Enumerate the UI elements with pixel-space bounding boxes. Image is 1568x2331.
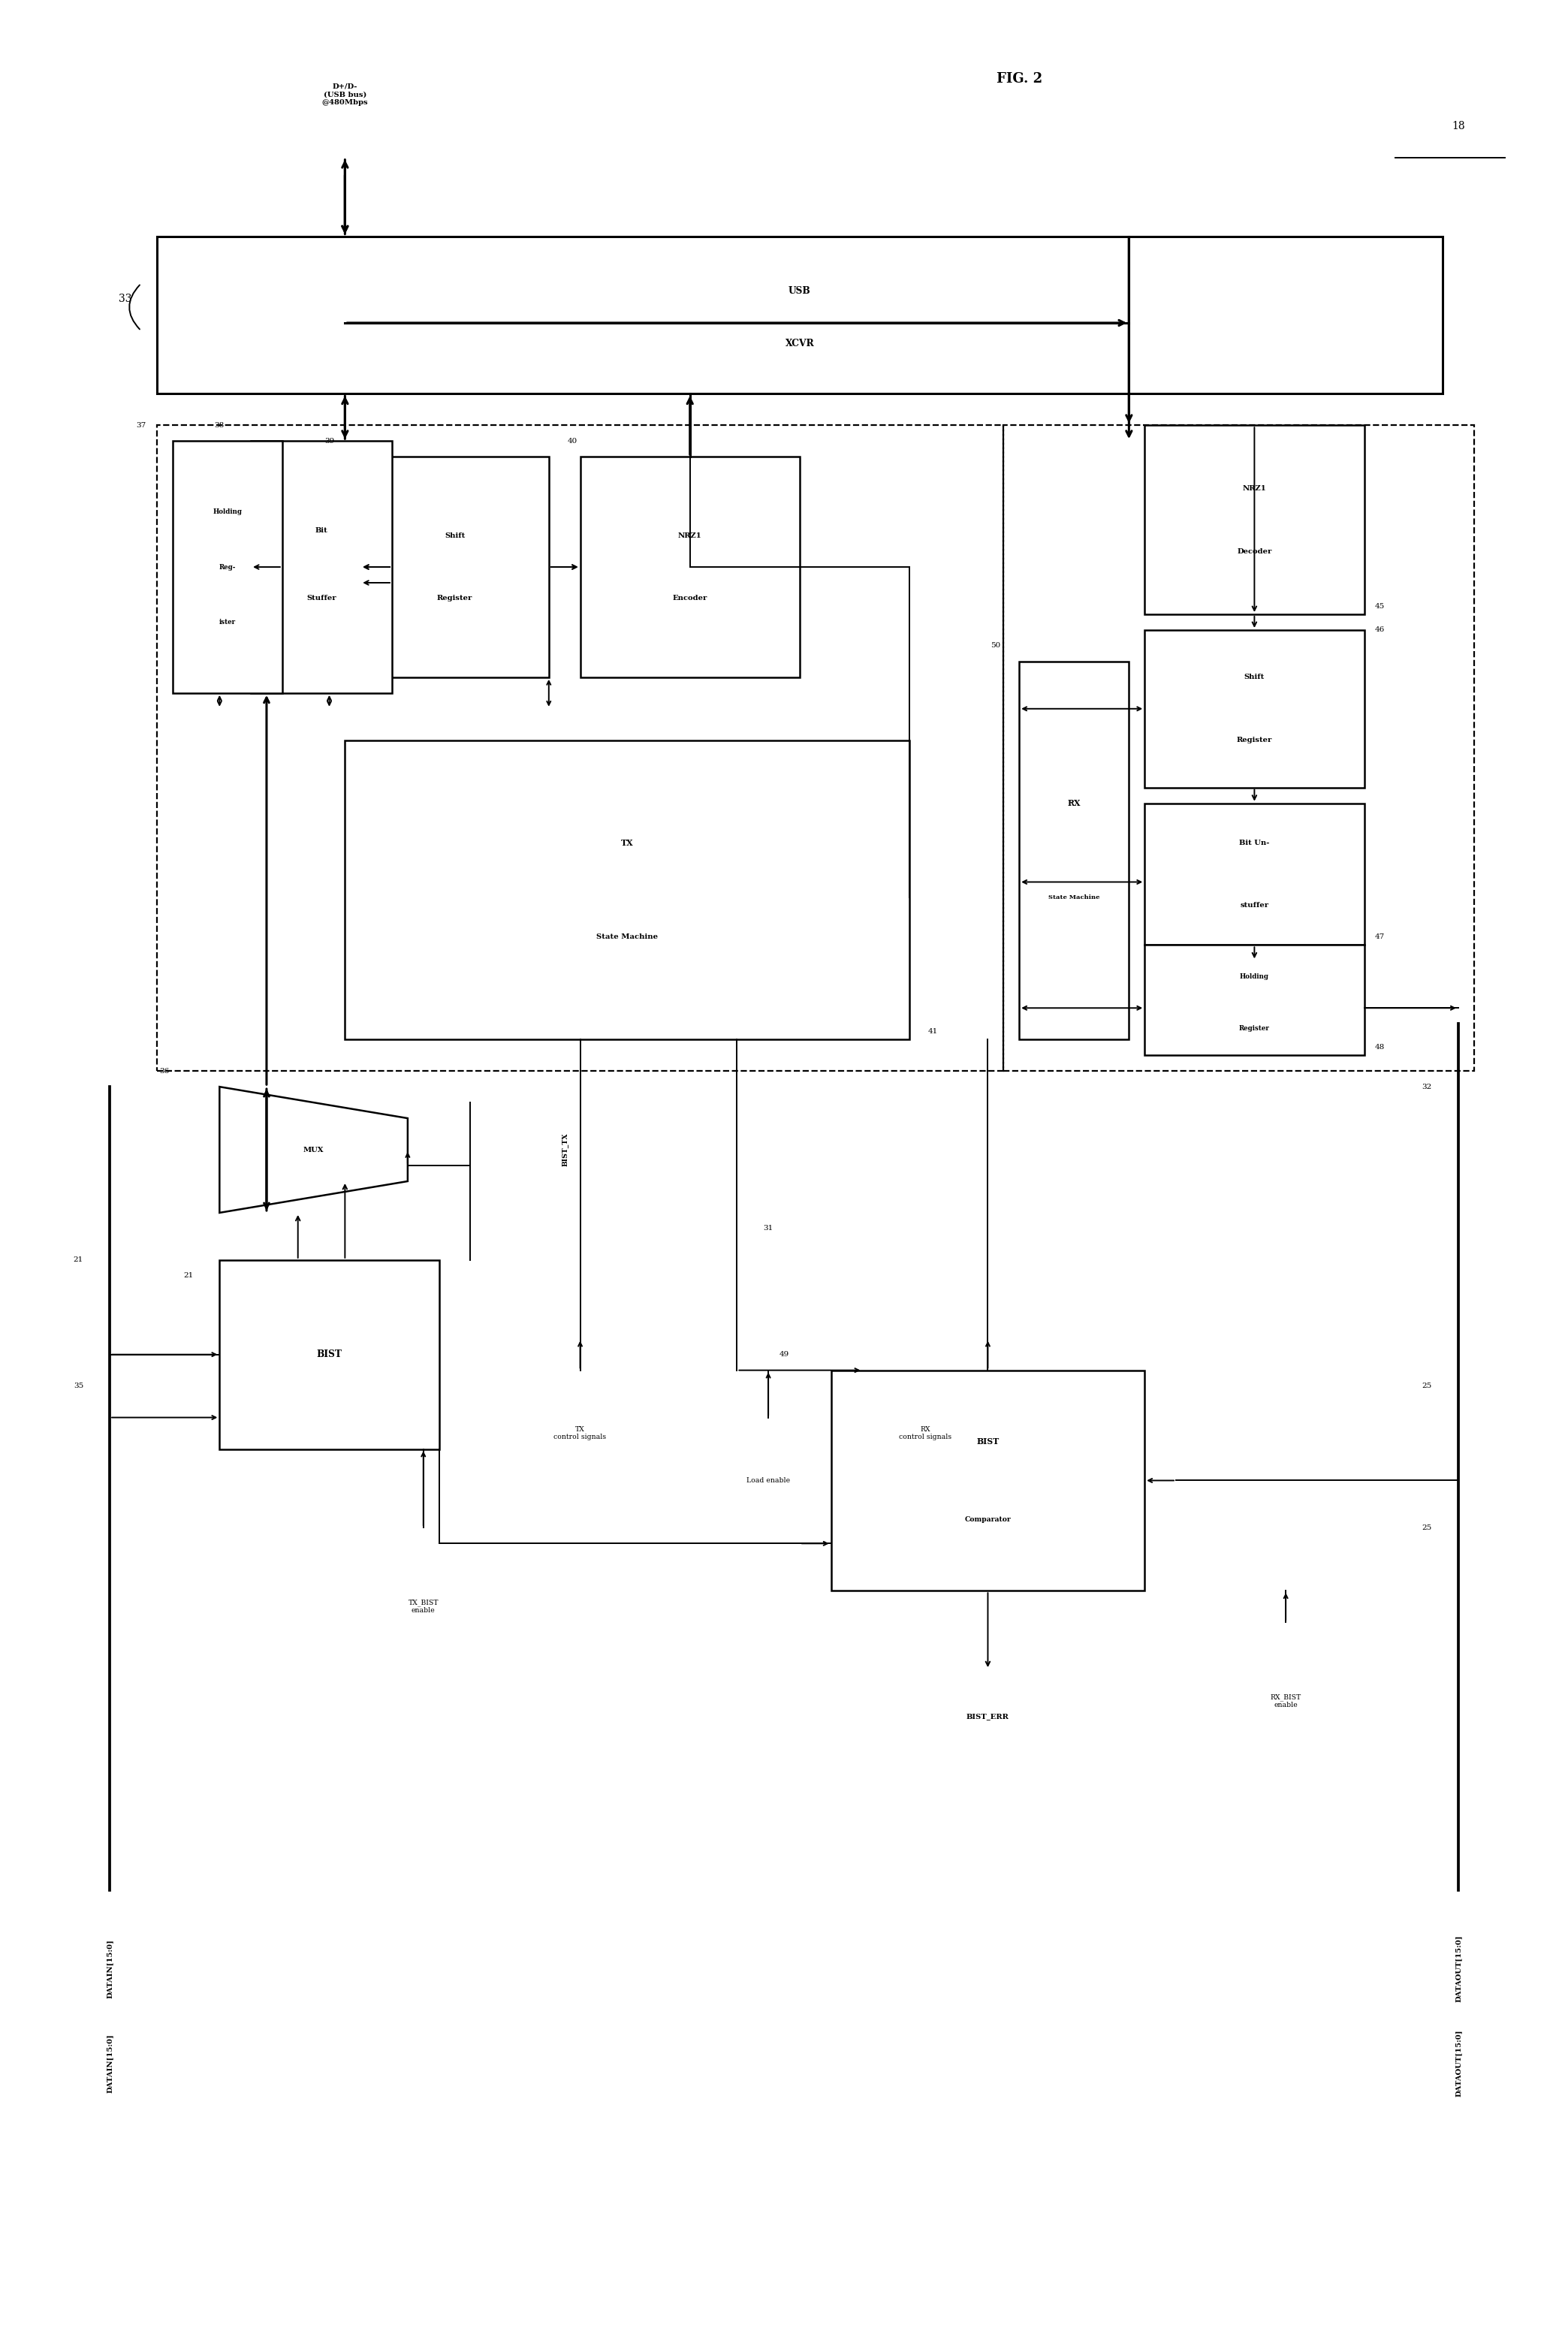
Text: Bit: Bit — [315, 527, 328, 534]
Bar — [1019, 662, 1129, 1040]
Text: Bit Un-: Bit Un- — [1239, 839, 1270, 846]
Bar — [1145, 629, 1364, 788]
Text: DATAIN[15:0]: DATAIN[15:0] — [107, 1939, 113, 1998]
Text: 47: 47 — [1375, 935, 1385, 939]
Text: DATAOUT[15:0]: DATAOUT[15:0] — [1455, 1935, 1461, 2002]
Text: Register: Register — [1237, 737, 1272, 744]
Text: TX
control signals: TX control signals — [554, 1427, 607, 1441]
Text: 40: 40 — [568, 438, 577, 445]
Text: 45: 45 — [1375, 604, 1385, 611]
Text: RX_BIST
enable: RX_BIST enable — [1270, 1692, 1301, 1709]
Text: 38: 38 — [215, 422, 224, 429]
Text: 48: 48 — [1375, 1044, 1385, 1051]
Text: Shift: Shift — [444, 531, 466, 538]
Text: 39: 39 — [325, 438, 334, 445]
Text: Stuffer: Stuffer — [307, 594, 336, 601]
Text: MUX: MUX — [303, 1147, 325, 1154]
Text: 32: 32 — [1422, 1084, 1432, 1091]
Bar — [157, 424, 1004, 1070]
Text: BIST_TX: BIST_TX — [561, 1133, 568, 1166]
Text: RX: RX — [1068, 800, 1080, 807]
Text: Holding: Holding — [1240, 972, 1269, 979]
Text: Holding: Holding — [213, 508, 241, 515]
Text: Comparator: Comparator — [964, 1517, 1011, 1522]
Bar — [172, 441, 282, 692]
Text: 37: 37 — [136, 422, 146, 429]
Text: ister: ister — [220, 618, 235, 625]
Text: FIG. 2: FIG. 2 — [996, 72, 1043, 86]
Text: D+/D-
(USB bus)
@480Mbps: D+/D- (USB bus) @480Mbps — [321, 84, 368, 105]
Text: State Machine: State Machine — [1049, 895, 1099, 900]
Polygon shape — [220, 1086, 408, 1212]
Text: 41: 41 — [928, 1028, 938, 1035]
Text: 25: 25 — [1422, 1382, 1432, 1389]
Text: RX
control signals: RX control signals — [898, 1427, 952, 1441]
Text: XCVR: XCVR — [786, 338, 814, 347]
Text: Decoder: Decoder — [1237, 548, 1272, 555]
Bar — [157, 235, 1443, 394]
Bar — [580, 457, 800, 678]
Text: NRZ1: NRZ1 — [677, 531, 702, 538]
Text: 25: 25 — [1422, 1524, 1432, 1531]
Text: 49: 49 — [779, 1352, 789, 1359]
Bar — [251, 441, 392, 692]
Text: BIST_ERR: BIST_ERR — [966, 1713, 1010, 1720]
Bar — [1145, 804, 1364, 944]
Text: 46: 46 — [1375, 627, 1385, 634]
Bar — [831, 1371, 1145, 1590]
Bar — [361, 457, 549, 678]
Text: Reg-: Reg- — [220, 564, 235, 571]
Bar — [345, 741, 909, 1040]
Text: 36: 36 — [160, 1068, 169, 1075]
Text: NRZ1: NRZ1 — [1242, 485, 1267, 492]
Text: 33: 33 — [119, 294, 132, 305]
Text: Load enable: Load enable — [746, 1478, 790, 1485]
Text: USB: USB — [789, 287, 811, 296]
Text: Register: Register — [1239, 1026, 1270, 1033]
Text: State Machine: State Machine — [596, 935, 659, 939]
Bar — [1004, 424, 1474, 1070]
Text: 18: 18 — [1452, 121, 1465, 131]
Text: 50: 50 — [991, 643, 1000, 648]
Text: Shift: Shift — [1243, 674, 1265, 681]
Bar — [1145, 944, 1364, 1056]
Text: 31: 31 — [764, 1226, 773, 1231]
Text: Register: Register — [437, 594, 472, 601]
Text: TX: TX — [621, 839, 633, 846]
Bar — [220, 1261, 439, 1450]
Text: BIST: BIST — [317, 1350, 342, 1359]
Text: 21: 21 — [74, 1256, 83, 1263]
Text: Encoder: Encoder — [673, 594, 707, 601]
Text: stuffer: stuffer — [1240, 902, 1269, 909]
Text: 35: 35 — [74, 1382, 83, 1389]
Text: DATAOUT[15:0]: DATAOUT[15:0] — [1455, 2030, 1461, 2098]
Bar — [1145, 424, 1364, 615]
Text: TX_BIST
enable: TX_BIST enable — [408, 1599, 439, 1613]
Text: 21: 21 — [183, 1273, 193, 1280]
Text: BIST: BIST — [977, 1436, 999, 1445]
Text: DATAIN[15:0]: DATAIN[15:0] — [107, 2033, 113, 2093]
